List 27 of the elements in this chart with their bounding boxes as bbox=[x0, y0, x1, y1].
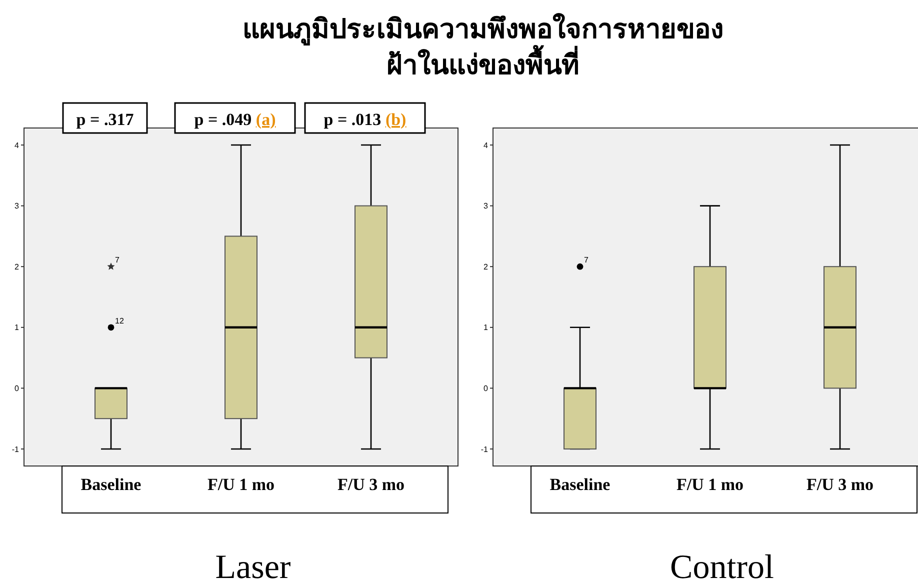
x-axis-title: Control bbox=[670, 549, 774, 583]
x-tick-label: Baseline bbox=[80, 475, 142, 494]
y-tick-label: 4 bbox=[484, 140, 489, 150]
y-tick-label: 3 bbox=[484, 202, 489, 211]
annotation: p = .013 (b) bbox=[324, 110, 406, 129]
x-tick-label: F/U 1 mo bbox=[676, 475, 744, 494]
x-tick-label: F/U 1 mo bbox=[207, 475, 275, 494]
y-tick-label: 3 bbox=[14, 202, 20, 211]
x-tick-label: F/U 3 mo bbox=[337, 475, 405, 494]
annotation: 12 bbox=[115, 316, 124, 326]
y-tick-label: 4 bbox=[14, 140, 20, 150]
y-tick-label: 1 bbox=[14, 323, 20, 332]
y-tick-label: 2 bbox=[484, 262, 489, 272]
y-tick-label: -1 bbox=[480, 444, 489, 454]
x-axis-title: Laser bbox=[215, 549, 292, 583]
y-tick-label: 2 bbox=[14, 262, 20, 272]
y-tick-label: 0 bbox=[14, 384, 20, 393]
x-tick-label: F/U 3 mo bbox=[806, 475, 874, 494]
x-tick-label: Baseline bbox=[550, 475, 611, 494]
annotation: 7 bbox=[584, 256, 589, 265]
annotation: p = .317 bbox=[76, 110, 134, 129]
annotation: p = .049 (a) bbox=[194, 110, 276, 129]
y-tick-label: 1 bbox=[484, 323, 489, 332]
y-tick-label: 0 bbox=[484, 384, 489, 393]
annotation: 7 bbox=[115, 256, 120, 265]
chart-title: แผนภูมิประเมินความพึงพอใจการหายของ ฝ้าในแง่ของพื้นที่ bbox=[242, 13, 724, 81]
y-tick-label: -1 bbox=[12, 444, 20, 454]
